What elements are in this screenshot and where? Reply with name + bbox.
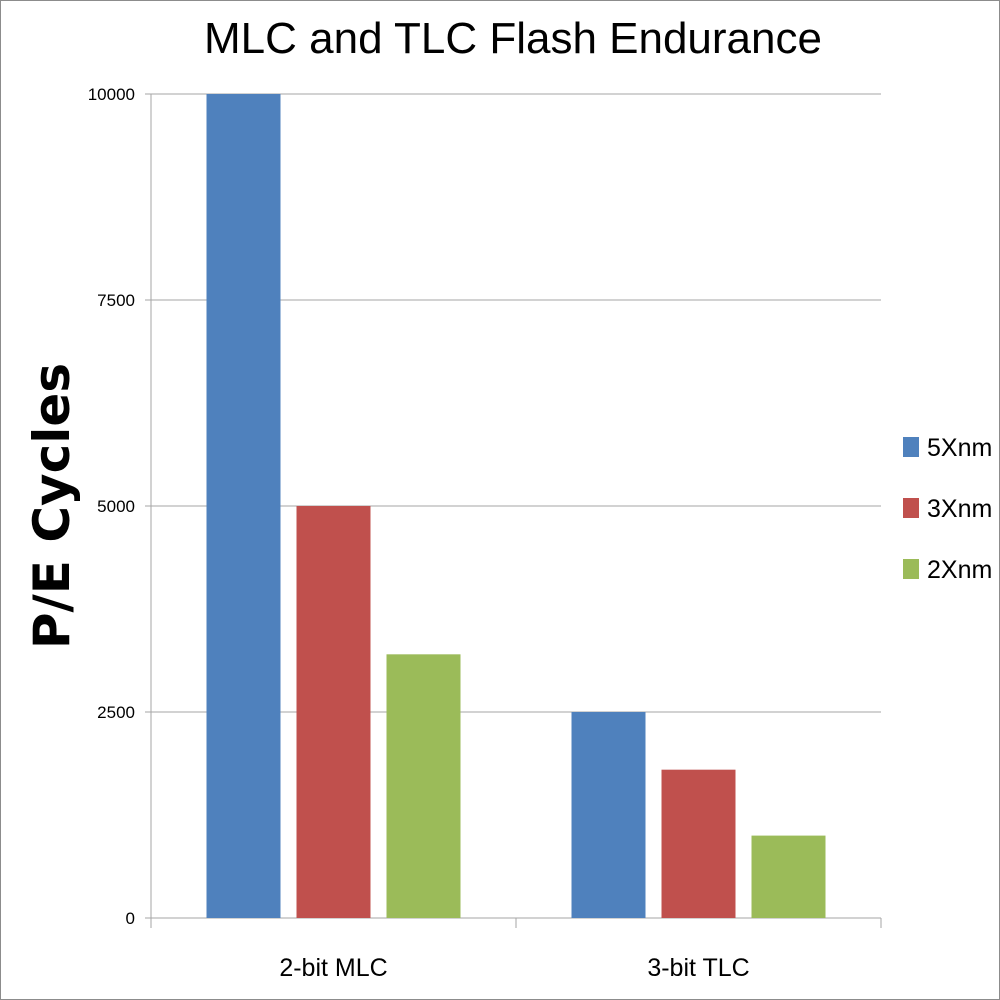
- bar-3xnm-0: [296, 506, 371, 918]
- bars: [206, 94, 826, 918]
- legend-label-2xnm: 2Xnm: [927, 556, 992, 584]
- y-axis-label: P/E Cycles: [23, 363, 81, 649]
- bar-2xnm-0: [386, 654, 461, 918]
- y-tick-label: 2500: [97, 703, 135, 722]
- legend-label-3xnm: 3Xnm: [927, 495, 992, 523]
- x-category-label: 2-bit MLC: [279, 954, 387, 982]
- axis-labels: 0 2500 5000 7500 10000 2-bit MLC 3-bit TLC: [88, 85, 750, 982]
- legend-swatch-5xnm: [903, 437, 919, 457]
- bar-3xnm-1: [661, 769, 736, 918]
- y-tick-label: 10000: [88, 85, 135, 104]
- bar-5xnm-1: [571, 712, 646, 918]
- legend-swatch-3xnm: [903, 498, 919, 518]
- y-tick-label: 0: [126, 909, 135, 928]
- legend: 5Xnm 3Xnm 2Xnm: [903, 434, 992, 584]
- x-category-label: 3-bit TLC: [647, 954, 749, 982]
- bar-2xnm-1: [751, 835, 826, 918]
- legend-label-5xnm: 5Xnm: [927, 434, 992, 462]
- y-tick-label: 7500: [97, 291, 135, 310]
- bar-5xnm-0: [206, 94, 281, 918]
- y-tick-label: 5000: [97, 497, 135, 516]
- chart-title: MLC and TLC Flash Endurance: [204, 14, 822, 63]
- legend-swatch-2xnm: [903, 559, 919, 579]
